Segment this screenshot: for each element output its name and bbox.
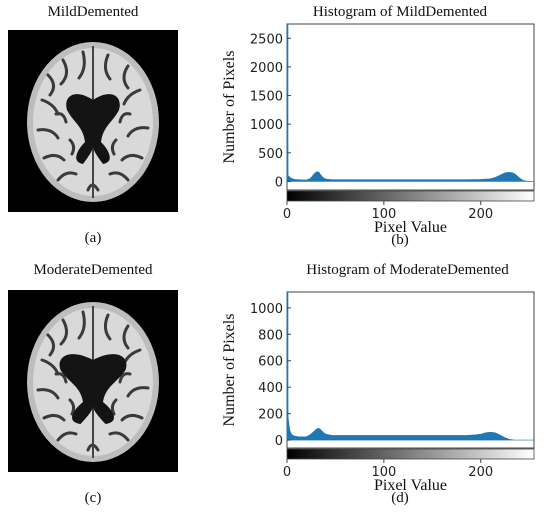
y-axis-label: Number of Pixels bbox=[221, 314, 238, 427]
y-tick-label: 400 bbox=[258, 381, 283, 396]
histogram-area bbox=[286, 23, 535, 182]
mri-image-moderate bbox=[8, 290, 178, 472]
y-tick-label: 800 bbox=[258, 328, 283, 343]
caption-d: (d) bbox=[391, 490, 409, 506]
y-tick-label: 1000 bbox=[250, 118, 283, 133]
brain-slice bbox=[27, 42, 159, 202]
grayscale-colorbar bbox=[286, 448, 535, 460]
y-tick-label: 1000 bbox=[250, 302, 283, 317]
x-tick-label: 0 bbox=[283, 207, 291, 222]
y-tick-label: 500 bbox=[258, 147, 283, 162]
y-tick-label: 1500 bbox=[250, 90, 283, 105]
y-tick-label: 2000 bbox=[250, 61, 283, 76]
plot-frame bbox=[286, 291, 535, 449]
image-title-mild: MildDemented bbox=[47, 4, 139, 20]
x-tick-label: 100 bbox=[371, 465, 396, 480]
caption-a: (a) bbox=[84, 230, 102, 246]
y-tick-label: 200 bbox=[258, 408, 283, 423]
chart-title-moderate: Histogram of ModerateDemented bbox=[306, 262, 509, 278]
y-tick-label: 0 bbox=[275, 434, 283, 449]
x-axis-label: Pixel Value bbox=[374, 477, 447, 494]
y-axis-label: Number of Pixels bbox=[221, 51, 238, 164]
histogram-chart-mild: 0 500 1000 1500 2000 2500 0 100 200 Pixel Value Nu… bbox=[0, 0, 550, 250]
image-title-moderate: ModerateDemented bbox=[33, 262, 153, 278]
caption-b: (b) bbox=[391, 232, 409, 248]
caption-c: (c) bbox=[84, 490, 102, 506]
y-tick-label: 600 bbox=[258, 355, 283, 370]
x-tick-label: 100 bbox=[371, 207, 396, 222]
x-tick-label: 200 bbox=[468, 465, 493, 480]
chart-title-mild: Histogram of MildDemented bbox=[312, 4, 488, 20]
x-axis-label: Pixel Value bbox=[374, 219, 447, 236]
x-tick-label: 0 bbox=[283, 465, 291, 480]
histogram-svg-mild: 0 500 1000 1500 2000 2500 0 100 200 Pixel Value Nu… bbox=[221, 23, 535, 236]
mri-image-mild bbox=[8, 30, 178, 212]
histogram-area bbox=[286, 291, 534, 441]
x-tick-label: 200 bbox=[468, 207, 493, 222]
grayscale-colorbar bbox=[286, 190, 535, 202]
y-tick-label: 2500 bbox=[250, 32, 283, 47]
y-tick-label: 0 bbox=[275, 175, 283, 190]
brain-slice bbox=[27, 302, 159, 462]
